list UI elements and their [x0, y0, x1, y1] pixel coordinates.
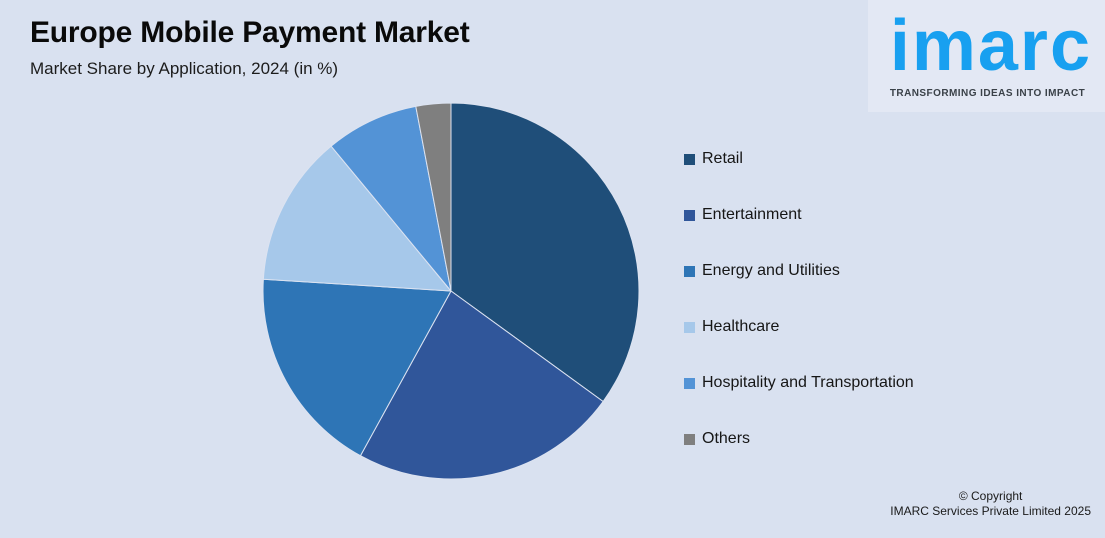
imarc-tagline: TRANSFORMING IDEAS INTO IMPACT: [889, 88, 1086, 99]
pie-slice-healthcare: [262, 145, 452, 292]
legend-label: Entertainment: [702, 206, 802, 223]
imarc-logo: imarc TRANSFORMING IDEAS INTO IMPACT: [890, 4, 1092, 99]
legend-label: Energy and Utilities: [702, 262, 840, 279]
chart-title: Europe Mobile Payment Market: [30, 16, 470, 49]
legend-swatch: [684, 153, 695, 165]
legend-label: Hospitality and Transportation: [702, 374, 914, 391]
legend-item: Others: [684, 429, 914, 449]
legend-item: Energy and Utilities: [684, 261, 914, 281]
pie-slice-entertainment: [359, 290, 604, 480]
legend-item: Hospitality and Transportation: [684, 373, 914, 393]
copyright: © Copyright IMARC Services Private Limit…: [890, 489, 1091, 519]
chart-subtitle: Market Share by Application, 2024 (in %): [30, 59, 339, 78]
legend-label: Others: [702, 430, 751, 447]
legend-item: Retail: [684, 149, 914, 169]
imarc-wordmark: imarc: [889, 6, 1092, 86]
pie-slice-retail: [450, 102, 640, 402]
legend-item: Healthcare: [684, 317, 914, 337]
pie-slice-hospitality-and-transportation: [330, 105, 452, 292]
legend-label: Retail: [702, 150, 743, 167]
legend-label: Healthcare: [702, 318, 780, 335]
legend-swatch: [684, 265, 695, 277]
logo-background-panel: [868, 0, 1105, 112]
pie-slice-energy-and-utilities: [262, 278, 452, 457]
legend-swatch: [684, 209, 695, 221]
copyright-line2: IMARC Services Private Limited 2025: [890, 504, 1091, 518]
legend-item: Entertainment: [684, 205, 914, 225]
copyright-line1: © Copyright: [958, 489, 1023, 503]
legend: Retail Entertainment Energy and Utilities H…: [684, 149, 914, 485]
header: Europe Mobile Payment Market Market Shar…: [30, 16, 470, 79]
legend-swatch: [684, 433, 695, 445]
pie-slice-others: [415, 102, 452, 292]
legend-swatch: [684, 377, 695, 389]
legend-swatch: [684, 321, 695, 333]
pie-chart: [262, 102, 640, 480]
